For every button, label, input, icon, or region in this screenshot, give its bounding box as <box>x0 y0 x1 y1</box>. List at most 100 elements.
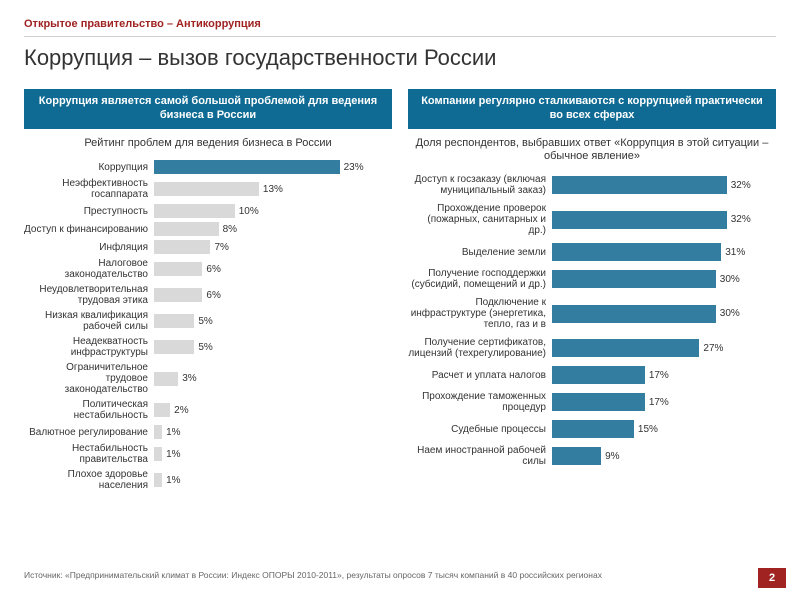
bar-track: 15% <box>552 420 776 438</box>
bar-track: 9% <box>552 447 776 465</box>
bar-track: 30% <box>552 305 776 323</box>
left-chart: Коррупция является самой большой проблем… <box>24 89 392 495</box>
bar-track: 17% <box>552 366 776 384</box>
bar-row: Наем иностранной рабочей силы 9% <box>408 445 776 467</box>
bar-value: 32% <box>731 214 751 225</box>
bar-value: 6% <box>206 264 220 275</box>
bar-row: Нестабильность правительства 1% <box>24 443 392 465</box>
bar-value: 27% <box>703 343 723 354</box>
bar-label: Ограничительное трудовое законодательств… <box>24 362 154 395</box>
bar-fill <box>552 211 727 229</box>
bar-track: 1% <box>154 473 392 487</box>
bar-fill <box>154 340 194 354</box>
bar-label: Политическая нестабильность <box>24 399 154 421</box>
bar-fill <box>552 243 721 261</box>
bar-fill <box>154 425 162 439</box>
bar-fill <box>154 403 170 417</box>
bar-value: 5% <box>198 316 212 327</box>
bar-value: 10% <box>239 206 259 217</box>
bar-value: 8% <box>223 224 237 235</box>
bar-fill <box>154 160 340 174</box>
bar-fill <box>154 204 235 218</box>
bar-label: Нестабильность правительства <box>24 443 154 465</box>
bar-row: Судебные процессы 15% <box>408 420 776 438</box>
bar-fill <box>552 366 645 384</box>
bar-fill <box>154 473 162 487</box>
bar-row: Коррупция23% <box>24 160 392 174</box>
charts-region: Коррупция является самой большой проблем… <box>24 89 776 495</box>
bar-label: Получение сертификатов, лицензий (техрег… <box>408 337 552 359</box>
bar-value: 1% <box>166 449 180 460</box>
bar-fill <box>552 420 634 438</box>
bar-label: Плохое здоровье населения <box>24 469 154 491</box>
bar-value: 13% <box>263 184 283 195</box>
bar-value: 7% <box>214 242 228 253</box>
bar-fill <box>552 305 716 323</box>
left-chart-bars: Коррупция23% Неэффективность госаппарата 1… <box>24 160 392 495</box>
bar-track: 2% <box>154 403 392 417</box>
right-chart-bars: Доступ к госзаказу (включая муниципальны… <box>408 174 776 474</box>
bar-label: Неэффективность госаппарата <box>24 178 154 200</box>
bar-track: 1% <box>154 425 392 439</box>
bar-fill <box>552 393 645 411</box>
bar-label: Налоговое законодательство <box>24 258 154 280</box>
bar-value: 1% <box>166 427 180 438</box>
bar-value: 15% <box>638 424 658 435</box>
bar-fill <box>154 222 219 236</box>
bar-row: Низкая квалификация рабочей силы 5% <box>24 310 392 332</box>
bar-row: Неэффективность госаппарата 13% <box>24 178 392 200</box>
bar-track: 6% <box>154 288 392 302</box>
right-chart-subtitle: Доля респондентов, выбравших ответ «Корр… <box>412 137 772 165</box>
bar-fill <box>552 339 699 357</box>
bar-row: Получение господдержки (субсидий, помеще… <box>408 268 776 290</box>
bar-value: 30% <box>720 274 740 285</box>
bar-value: 5% <box>198 342 212 353</box>
bar-label: Прохождение проверок (пожарных, санитарн… <box>408 203 552 236</box>
bar-track: 27% <box>552 339 776 357</box>
bar-row: Подключение к инфраструктуре (энергетика… <box>408 297 776 330</box>
bar-label: Судебные процессы <box>408 424 552 435</box>
bar-row: Инфляция 7% <box>24 240 392 254</box>
bar-track: 5% <box>154 340 392 354</box>
eyebrow: Открытое правительство – Антикоррупция <box>24 18 776 30</box>
bar-value: 30% <box>720 308 740 319</box>
bar-fill <box>154 372 178 386</box>
bar-value: 31% <box>725 247 745 258</box>
bar-label: Прохождение таможенных процедур <box>408 391 552 413</box>
bar-fill <box>154 262 202 276</box>
bar-fill <box>552 176 727 194</box>
bar-fill <box>154 240 210 254</box>
bar-fill <box>552 270 716 288</box>
page-number-badge: 2 <box>758 568 786 588</box>
bar-label: Преступность <box>24 206 154 217</box>
bar-row: Неудовлетворительная трудовая этика6% <box>24 284 392 306</box>
bar-fill <box>154 314 194 328</box>
bar-value: 23% <box>344 162 364 173</box>
bar-row: Прохождение таможенных процедур 17% <box>408 391 776 413</box>
bar-fill <box>552 447 601 465</box>
bar-label: Выделение земли <box>408 247 552 258</box>
bar-track: 6% <box>154 262 392 276</box>
page-title: Коррупция – вызов государственности Росс… <box>24 45 776 71</box>
bar-fill <box>154 182 259 196</box>
right-chart-header: Компании регулярно сталкиваются с корруп… <box>408 89 776 129</box>
bar-fill <box>154 288 202 302</box>
bar-track: 7% <box>154 240 392 254</box>
bar-row: Налоговое законодательство 6% <box>24 258 392 280</box>
bar-track: 10% <box>154 204 392 218</box>
bar-fill <box>154 447 162 461</box>
bar-row: Прохождение проверок (пожарных, санитарн… <box>408 203 776 236</box>
bar-label: Наем иностранной рабочей силы <box>408 445 552 467</box>
bar-track: 32% <box>552 211 776 229</box>
bar-label: Низкая квалификация рабочей силы <box>24 310 154 332</box>
bar-row: Валютное регулирование 1% <box>24 425 392 439</box>
bar-track: 31% <box>552 243 776 261</box>
bar-value: 17% <box>649 397 669 408</box>
bar-track: 23% <box>154 160 392 174</box>
bar-value: 32% <box>731 180 751 191</box>
bar-label: Инфляция <box>24 242 154 253</box>
bar-value: 6% <box>206 290 220 301</box>
bar-row: Политическая нестабильность2% <box>24 399 392 421</box>
bar-label: Валютное регулирование <box>24 427 154 438</box>
bar-value: 9% <box>605 451 619 462</box>
